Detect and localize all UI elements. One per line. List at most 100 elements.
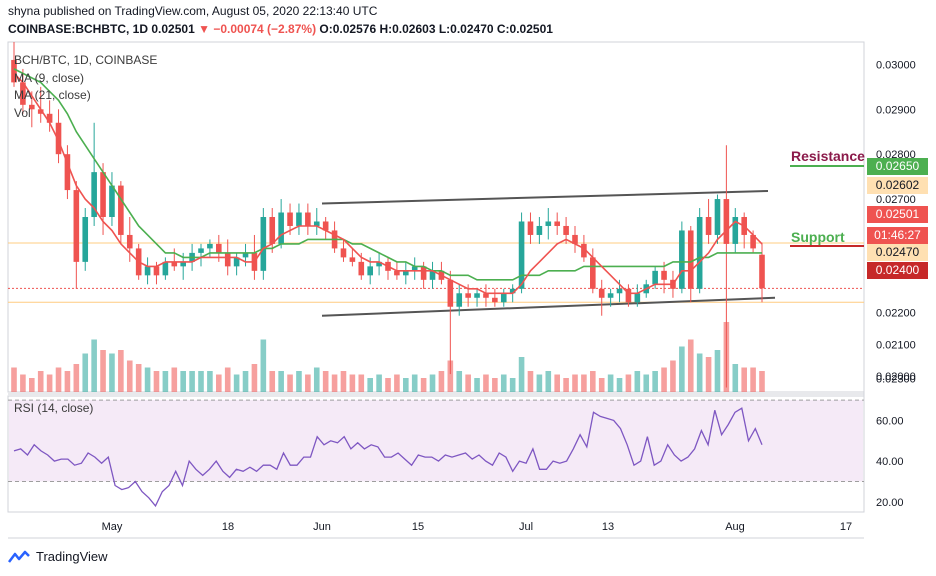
volume-bar — [643, 374, 650, 392]
candle-body — [759, 254, 765, 289]
volume-bar — [465, 374, 471, 392]
close-price-tag: 0.02501 — [867, 206, 928, 223]
volume-bar — [144, 367, 151, 392]
candle-body — [500, 293, 507, 303]
volume-bar — [242, 371, 249, 392]
volume-bar — [403, 378, 409, 392]
down-arrow-icon: ▼ — [198, 22, 210, 36]
candle-body — [536, 225, 543, 235]
candle-body — [705, 217, 712, 235]
channel-upper-line — [321, 189, 769, 205]
volume-bar — [741, 367, 747, 392]
volume-bar — [536, 374, 543, 392]
volume-bar — [189, 371, 195, 392]
candle-body — [55, 122, 62, 155]
volume-bar — [135, 364, 142, 392]
footer-label: TradingView — [36, 549, 108, 564]
candle-body — [456, 293, 463, 307]
publish-info: shyna published on TradingView.com, Augu… — [8, 4, 378, 18]
candle-body — [563, 225, 569, 235]
candle-body — [46, 113, 53, 123]
candle-body — [652, 270, 658, 285]
volume-bar — [607, 374, 614, 392]
candle-body — [296, 212, 302, 226]
tradingview-logo-icon — [8, 550, 30, 563]
volume-bar — [153, 371, 160, 392]
resistance-label: Resistance — [791, 148, 865, 164]
rsi-line — [13, 407, 763, 508]
candle-body — [696, 217, 703, 289]
volume-bar — [670, 360, 676, 392]
volume-bar — [518, 357, 525, 392]
volume-bar — [109, 353, 115, 392]
candle-body — [661, 270, 667, 280]
time-axis-label: 15 — [412, 521, 424, 533]
volume-bar — [313, 367, 320, 392]
candle-body — [634, 293, 641, 303]
volume-bar — [180, 371, 186, 392]
time-axis-label: 18 — [222, 521, 234, 533]
candle-body — [216, 243, 222, 253]
candle-body — [411, 266, 418, 271]
volume-bar — [91, 339, 97, 392]
volume-bar — [732, 364, 739, 392]
candle-body — [118, 185, 124, 235]
time-axis-label: 17 — [840, 521, 852, 533]
volume-bar — [759, 371, 765, 392]
candle-body — [29, 104, 35, 110]
legend-ma21: MA (21, close) — [14, 88, 91, 102]
candle-body — [198, 248, 204, 253]
rsi-label: RSI (14, close) — [14, 401, 94, 415]
candle-body — [429, 270, 436, 280]
candle-body — [278, 212, 284, 244]
candle-body — [394, 270, 400, 276]
volume-bar — [616, 378, 623, 392]
volume-bar — [207, 371, 213, 392]
footer-brand[interactable]: TradingView — [8, 549, 108, 564]
candle-body — [607, 293, 614, 298]
candle-body — [616, 288, 623, 294]
candle-body — [233, 257, 240, 267]
candle-body — [545, 221, 552, 226]
time-axis-label: Jul — [519, 521, 533, 533]
candle-body — [714, 199, 721, 235]
candle-body — [260, 217, 267, 271]
candle-body — [109, 185, 115, 217]
candle-body — [732, 217, 739, 244]
volume-bar — [411, 374, 418, 392]
volume-series — [11, 322, 765, 392]
volume-bar — [278, 371, 284, 392]
volume-bar — [20, 374, 26, 392]
candle-body — [322, 221, 329, 231]
symbol-name: COINBASE:BCHBTC, 1D — [8, 22, 149, 36]
candle-body — [420, 266, 427, 280]
time-axis-label: Jun — [313, 521, 331, 533]
volume-bar — [581, 374, 587, 392]
candle-body — [625, 288, 632, 303]
rsi-axis-label: 20.00 — [876, 497, 904, 509]
candle-body — [91, 172, 97, 217]
candle-body — [224, 252, 231, 267]
candle-body — [340, 248, 347, 258]
candle-body — [598, 288, 605, 298]
candle-body — [153, 266, 160, 276]
price-axis-label: 0.02700 — [876, 194, 916, 206]
candle-body — [527, 221, 534, 235]
volume-bar — [527, 371, 534, 392]
candle-body — [723, 199, 730, 244]
time-axis-label: Aug — [725, 521, 745, 533]
price-axis-label: 0.02300 — [876, 374, 916, 386]
candle-body — [518, 221, 525, 289]
volume-bar — [634, 371, 641, 392]
symbol-info: COINBASE:BCHBTC, 1D 0.02501 ▼ −0.00074 (… — [8, 22, 553, 36]
candle-body — [162, 261, 169, 276]
price-change: −0.00074 (−2.87%) — [213, 22, 317, 36]
volume-bar — [572, 374, 578, 392]
volume-bar — [73, 364, 80, 392]
candle-body — [82, 217, 89, 262]
volume-bar — [198, 371, 204, 392]
prev-price-tag: 0.02400 — [867, 262, 928, 279]
volume-bar — [598, 378, 605, 392]
time-axis-label: 13 — [602, 521, 614, 533]
